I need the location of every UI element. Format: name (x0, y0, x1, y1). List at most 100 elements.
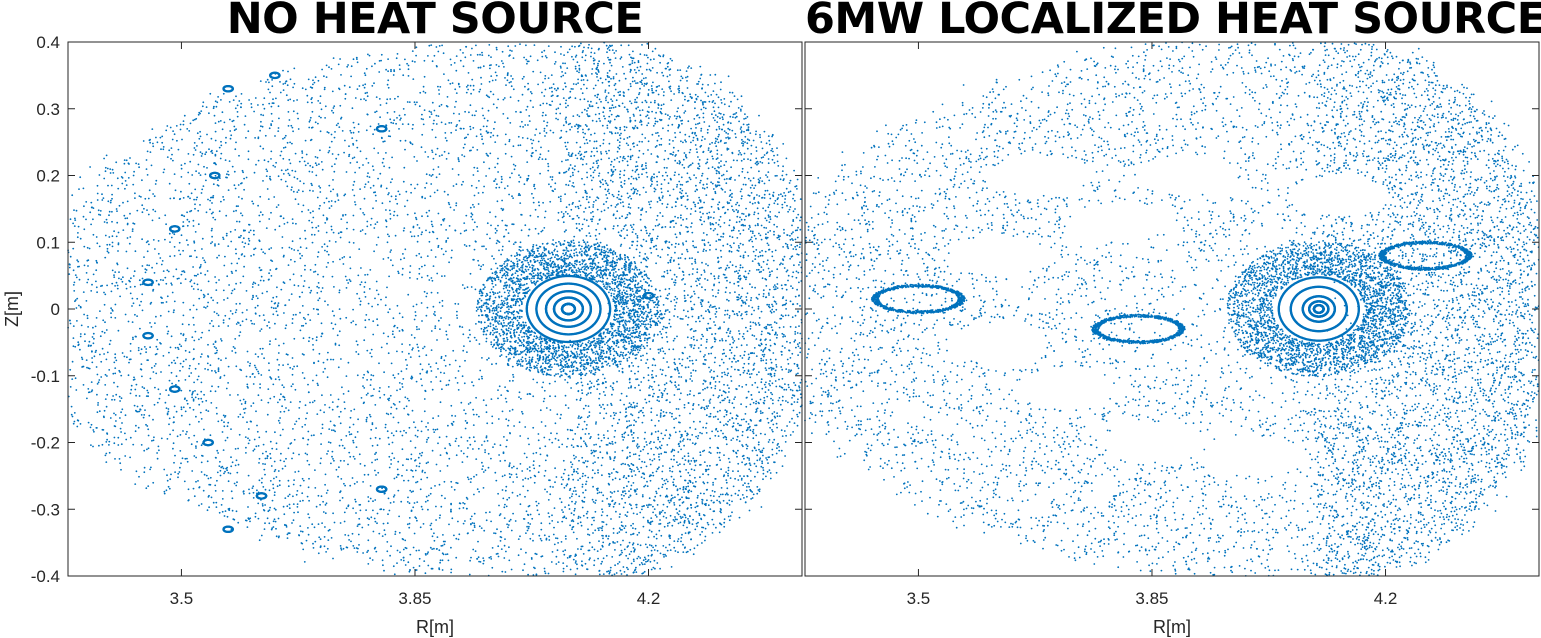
scatter-point (141, 293, 144, 296)
scatter-point (520, 548, 522, 551)
scatter-point (374, 191, 376, 194)
scatter-point (328, 150, 331, 152)
scatter-point (748, 485, 750, 488)
scatter-point (494, 227, 497, 230)
scatter-point (299, 500, 302, 502)
scatter-point (699, 301, 702, 304)
scatter-point (651, 553, 653, 556)
scatter-point (197, 288, 200, 291)
scatter-point (648, 497, 651, 500)
scatter-point (268, 248, 271, 251)
scatter-point (239, 331, 242, 333)
scatter-point (296, 191, 299, 194)
scatter-point (483, 161, 485, 164)
scatter-point (634, 527, 637, 530)
scatter-point (570, 461, 572, 464)
scatter-point (646, 485, 649, 488)
scatter-point (597, 197, 600, 200)
scatter-point (586, 460, 589, 463)
scatter-point (348, 241, 351, 244)
scatter-point (408, 399, 410, 402)
scatter-point (271, 102, 274, 104)
scatter-point (522, 485, 525, 488)
scatter-point (673, 426, 676, 429)
scatter-point (106, 393, 109, 396)
scatter-point (799, 405, 802, 408)
scatter-point (321, 68, 323, 71)
scatter-point (428, 240, 431, 243)
scatter-point (534, 208, 537, 211)
scatter-point (438, 45, 441, 47)
scatter-point (658, 511, 661, 513)
scatter-point (619, 513, 621, 516)
scatter-point (400, 500, 403, 503)
scatter-point (252, 229, 255, 232)
scatter-point (289, 443, 292, 445)
scatter-point (87, 421, 90, 424)
scatter-point (430, 370, 433, 372)
scatter-point (724, 397, 726, 400)
scatter-point (661, 275, 663, 278)
scatter-point (235, 205, 238, 208)
scatter-point (457, 158, 460, 161)
scatter-point (284, 82, 287, 85)
scatter-point (111, 282, 114, 285)
scatter-point (288, 493, 291, 496)
scatter-point (388, 455, 391, 458)
scatter-point (71, 360, 74, 363)
scatter-point (730, 352, 733, 354)
scatter-point (374, 223, 377, 226)
scatter-point (591, 220, 593, 223)
scatter-point (118, 369, 121, 372)
scatter-point (241, 311, 244, 314)
scatter-point (776, 415, 779, 418)
scatter-point (719, 249, 722, 252)
scatter-point (791, 389, 794, 392)
scatter-point (727, 493, 729, 496)
scatter-point (92, 273, 95, 276)
scatter-point (431, 548, 434, 550)
scatter-point (448, 379, 451, 382)
scatter-point (680, 540, 682, 543)
scatter-point (733, 398, 735, 400)
scatter-point (537, 158, 540, 161)
scatter-point (749, 429, 752, 432)
scatter-point (493, 127, 495, 130)
scatter-point (284, 398, 286, 401)
scatter-point (625, 477, 628, 480)
scatter-point (343, 84, 346, 87)
scatter-point (297, 117, 299, 120)
scatter-point (247, 361, 249, 363)
scatter-point (320, 432, 322, 435)
scatter-point (280, 178, 283, 181)
scatter-point (624, 224, 627, 227)
scatter-point (676, 297, 678, 300)
scatter-point (296, 112, 299, 115)
scatter-point (388, 130, 391, 132)
scatter-point (105, 154, 108, 157)
scatter-point (653, 245, 656, 248)
scatter-point (422, 123, 425, 126)
scatter-point (168, 232, 171, 235)
scatter-point (653, 453, 655, 456)
scatter-point (660, 444, 663, 447)
scatter-point (269, 506, 271, 509)
scatter-point (548, 539, 551, 541)
scatter-point (759, 254, 762, 257)
scatter-point (393, 111, 396, 113)
scatter-point (645, 401, 648, 404)
scatter-point (666, 525, 669, 527)
scatter-point (363, 197, 366, 200)
scatter-point (157, 240, 160, 242)
scatter-point (376, 444, 379, 447)
scatter-point (693, 118, 696, 120)
scatter-point (725, 137, 727, 139)
scatter-point (520, 229, 523, 232)
scatter-point (501, 199, 503, 202)
scatter-point (222, 319, 225, 321)
scatter-point (651, 67, 654, 69)
scatter-point (421, 384, 423, 387)
scatter-point (782, 246, 784, 248)
scatter-point (797, 398, 799, 401)
scatter-point (220, 466, 223, 469)
